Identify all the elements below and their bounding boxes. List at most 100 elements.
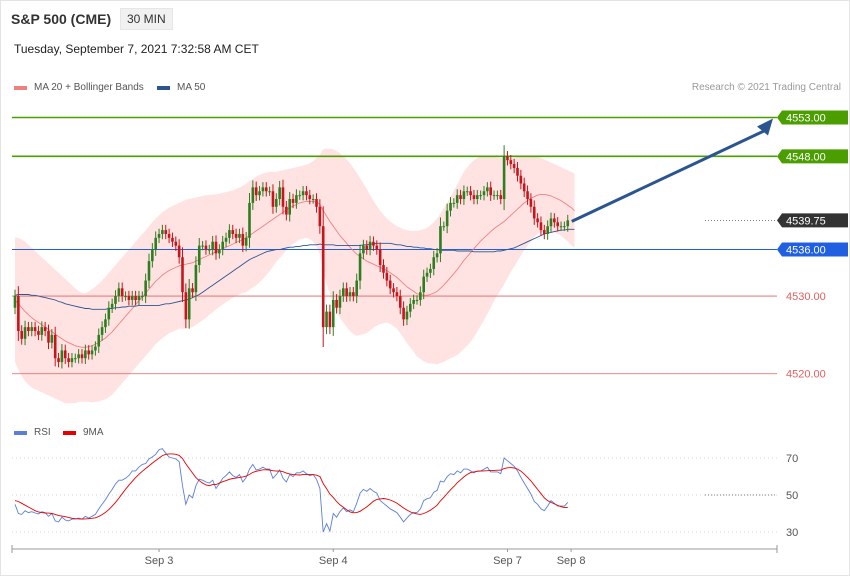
candle-body xyxy=(174,241,178,246)
candle-body xyxy=(469,191,472,196)
candle-body xyxy=(197,245,201,266)
candle-body xyxy=(30,327,34,332)
legend-ma20-label: MA 20 + Bollinger Bands xyxy=(34,82,144,93)
candle-body xyxy=(264,187,268,192)
candle-body xyxy=(415,299,419,301)
candle-body xyxy=(228,230,231,238)
candle-body xyxy=(496,195,499,197)
candle-body xyxy=(298,195,302,197)
candle-body xyxy=(546,226,549,234)
candle-body xyxy=(305,191,308,196)
level-tag-3 xyxy=(777,242,848,257)
candle-body xyxy=(486,187,489,192)
candle-body xyxy=(204,245,208,250)
candle-body xyxy=(194,265,198,293)
candle-body xyxy=(117,288,121,297)
candle-body xyxy=(151,249,154,262)
forecast-arrowhead xyxy=(757,118,773,136)
rsi-line xyxy=(14,448,569,533)
candle-body xyxy=(90,350,94,355)
candle-body xyxy=(70,358,74,363)
candle-body xyxy=(492,195,496,197)
candle-body xyxy=(167,233,171,238)
x-axis-label: Sep 3 xyxy=(145,555,174,567)
candle-body xyxy=(211,241,214,250)
candle-body xyxy=(328,311,332,328)
candle-body xyxy=(17,296,20,332)
x-axis-label: Sep 4 xyxy=(319,555,348,567)
candle-body xyxy=(20,331,23,339)
candle-body xyxy=(107,307,111,320)
level-label-5: 4520.00 xyxy=(786,369,826,381)
candle-body xyxy=(154,237,157,250)
candle-body xyxy=(254,187,258,196)
candle-body xyxy=(442,226,446,228)
candle-body xyxy=(532,206,536,219)
candle-body xyxy=(321,226,325,328)
legend-9ma: 9MA xyxy=(63,427,104,438)
candle-body xyxy=(295,195,298,203)
candle-body xyxy=(285,206,288,215)
candle-body xyxy=(177,245,181,258)
candle-body xyxy=(419,292,422,300)
candle-body xyxy=(164,230,168,234)
legend-rsi: RSI xyxy=(14,427,51,438)
candle-body xyxy=(288,199,291,215)
legend-9ma-label: 9MA xyxy=(83,427,104,438)
candle-body xyxy=(187,288,191,320)
candle-body xyxy=(281,187,285,207)
candle-body xyxy=(311,199,315,201)
candle-body xyxy=(77,354,80,359)
candle-body xyxy=(345,288,348,297)
candle-body xyxy=(50,334,54,343)
candle-body xyxy=(506,156,509,161)
timeframe-button[interactable]: 30 MIN xyxy=(120,8,173,30)
candle-body xyxy=(221,241,224,250)
candle-body xyxy=(425,272,429,277)
candle-body xyxy=(53,334,57,359)
candle-body xyxy=(57,358,60,363)
candle-body xyxy=(161,230,164,234)
candle-body xyxy=(563,226,566,228)
candle-body xyxy=(171,237,174,242)
candle-body xyxy=(137,296,141,300)
bollinger-band xyxy=(15,148,575,404)
candle-body xyxy=(556,222,559,227)
candle-body xyxy=(97,334,101,347)
candle-body xyxy=(502,156,506,200)
level-label-4: 4530.00 xyxy=(786,291,826,303)
candle-body xyxy=(331,299,335,328)
candle-body xyxy=(335,299,338,308)
candle-body xyxy=(291,199,295,203)
candle-body xyxy=(84,350,87,359)
candle-body xyxy=(559,226,563,228)
candle-body xyxy=(566,220,570,227)
level-label-0: 4553.00 xyxy=(786,112,826,124)
candle-body xyxy=(549,218,553,227)
candle-body xyxy=(238,233,241,238)
candle-body xyxy=(248,202,251,238)
rsi-tick-label: 70 xyxy=(786,453,798,465)
candle-body xyxy=(455,195,459,203)
candle-body xyxy=(522,183,526,192)
candle-body xyxy=(127,296,131,300)
candle-body xyxy=(516,167,519,176)
level-label-2: 4539.75 xyxy=(786,215,826,227)
candle-body xyxy=(395,292,399,297)
candle-body xyxy=(315,199,318,207)
candle-body xyxy=(251,187,255,203)
candle-body xyxy=(74,358,77,360)
candle-body xyxy=(479,195,482,197)
candle-body xyxy=(234,233,238,238)
candle-body xyxy=(338,296,342,308)
candle-body xyxy=(449,202,452,211)
candle-body xyxy=(459,195,462,200)
candle-body xyxy=(352,292,355,297)
candle-body xyxy=(392,288,395,293)
candle-body xyxy=(432,257,436,269)
candle-body xyxy=(409,303,412,312)
candle-body xyxy=(526,191,529,200)
candle-body xyxy=(261,187,265,192)
